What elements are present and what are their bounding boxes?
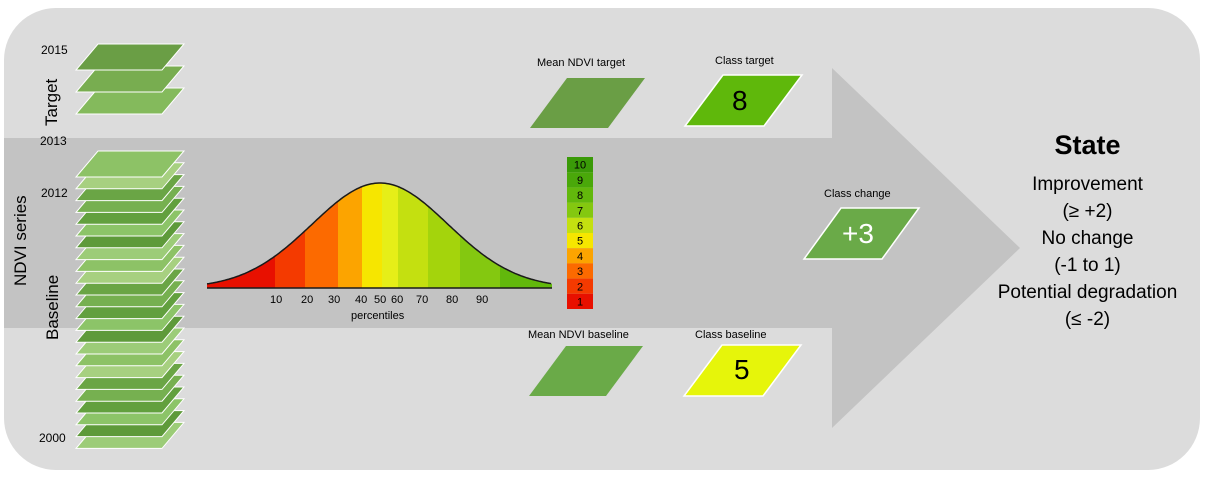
percentile-tick-label: 70: [416, 294, 429, 306]
class-change-layer: [802, 207, 921, 260]
target-layer-stack: [74, 43, 186, 115]
class-scale-cell: [567, 172, 593, 188]
baseline-layer-stack: [74, 150, 186, 449]
state-panel: State Improvement (≥ +2) No change (-1 t…: [975, 130, 1200, 333]
percentile-bell-curve: [206, 182, 552, 289]
percentile-tick-label: 20: [301, 294, 314, 306]
state-potential-degradation: Potential degradation: [997, 282, 1178, 303]
year-2012-label: 2012: [41, 186, 68, 200]
percentile-tick-label: 30: [328, 294, 341, 306]
big-arrow: [4, 68, 1020, 428]
percentile-band: [362, 183, 382, 288]
percentile-tick-label: 40: [355, 294, 368, 306]
class-change-value: +3: [842, 218, 874, 249]
target-side-label: Target: [42, 78, 61, 126]
percentile-band: [338, 186, 362, 288]
class-baseline-title: Class baseline: [695, 329, 767, 341]
class-scale-label: 2: [577, 281, 583, 293]
year-2015-label: 2015: [41, 43, 68, 57]
baseline-side-label: Baseline: [43, 274, 62, 340]
state-improvement: Improvement: [1032, 174, 1143, 195]
ndvi-layer: [74, 43, 186, 71]
percentile-tick-label: 50: [374, 294, 387, 306]
class-scale-label: 9: [577, 175, 583, 187]
class-scale-label: 6: [577, 221, 583, 233]
percentile-band: [500, 265, 552, 288]
percentile-tick-label: 80: [446, 294, 459, 306]
class-target-title: Class target: [715, 55, 774, 67]
class-scale-label: 1: [577, 297, 583, 309]
class-scale-cell: [567, 187, 593, 203]
year-2013-label: 2013: [40, 134, 67, 148]
class-baseline-layer: [682, 344, 803, 397]
mean-ndvi-baseline-title: Mean NDVI baseline: [528, 329, 629, 341]
class-scale-label: 3: [577, 266, 583, 278]
state-lines: Improvement (≥ +2) No change (-1 to 1) P…: [975, 171, 1200, 333]
ndvi-series-side-label: NDVI series: [11, 195, 30, 286]
percentile-band: [382, 183, 398, 288]
state-no-change: No change: [1041, 228, 1134, 249]
percentile-tick-label: 60: [391, 294, 404, 306]
state-title: State: [1054, 130, 1121, 160]
mean-ndvi-target-title: Mean NDVI target: [537, 57, 626, 69]
class-scale-cell: [567, 278, 593, 294]
class-scale-cell: [567, 293, 593, 309]
class-scale-label: 4: [577, 251, 583, 263]
state-no-change-range: (-1 to 1): [1054, 255, 1121, 276]
state-degradation-range: (≤ -2): [1064, 309, 1111, 330]
class-change-title: Class change: [824, 188, 891, 200]
percentile-tick-label: 10: [270, 294, 283, 306]
class-target-value: 8: [732, 85, 748, 116]
class-scale-label: 10: [574, 160, 586, 172]
percentile-band: [275, 230, 305, 288]
class-scale-label: 7: [577, 205, 583, 217]
percentiles-axis-label: percentiles: [351, 310, 405, 322]
class-scale-label: 8: [577, 190, 583, 202]
ndvi-layer: [74, 150, 186, 178]
percentile-band: [460, 235, 500, 288]
class-scale-cell: [567, 233, 593, 249]
percentile-band: [207, 256, 275, 288]
class-scale-cell: [567, 263, 593, 279]
class-scale-cell: [567, 202, 593, 218]
percentile-tick-label: 90: [476, 294, 489, 306]
percentile-band: [398, 186, 428, 288]
percentile-band: [305, 201, 338, 288]
class-color-scale: 10 9 8 7 6 5 4 3 2 1: [567, 157, 593, 309]
mean-ndvi-baseline-layer: [529, 346, 643, 396]
year-2000-label: 2000: [39, 431, 66, 445]
percentile-band: [428, 206, 460, 288]
mean-ndvi-target-layer: [530, 78, 645, 128]
class-scale-cell: [567, 217, 593, 233]
class-scale-cell: [567, 248, 593, 264]
class-target-layer: [683, 74, 804, 127]
class-scale-cell: [567, 157, 593, 173]
state-improvement-range: (≥ +2): [1062, 201, 1113, 222]
class-baseline-value: 5: [734, 354, 750, 385]
class-scale-label: 5: [577, 236, 583, 248]
bell-curve-outline: [206, 182, 552, 285]
